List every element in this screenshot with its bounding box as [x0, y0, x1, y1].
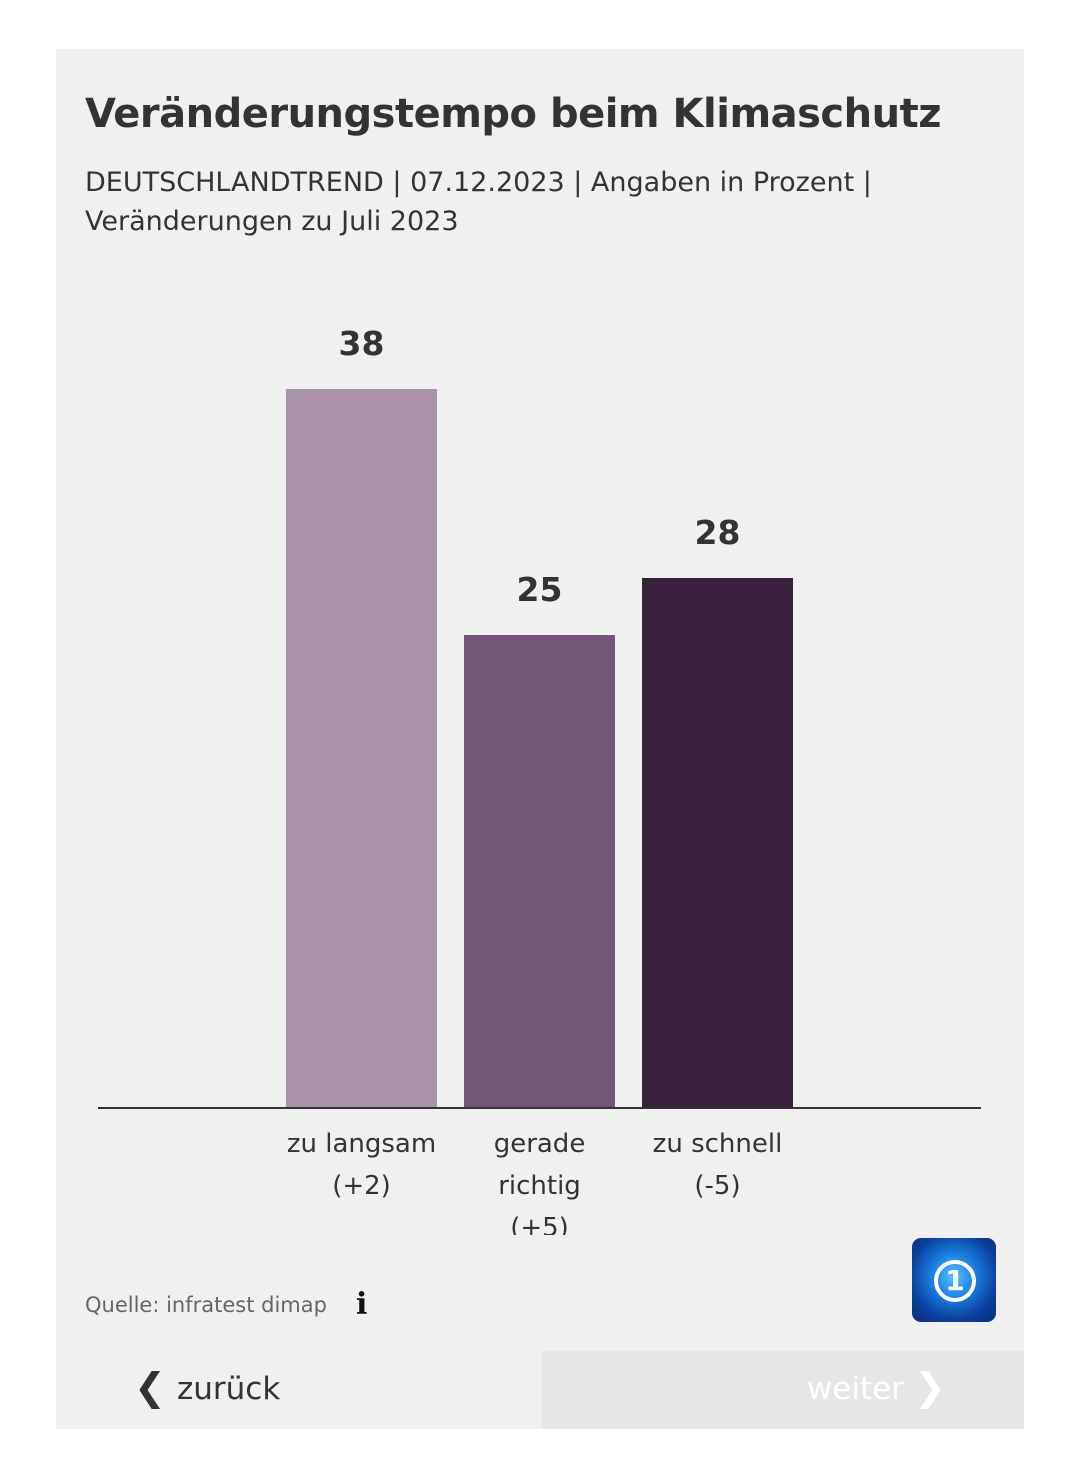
x-axis-line	[98, 1107, 981, 1109]
chart-subtitle: DEUTSCHLANDTREND | 07.12.2023 | Angaben …	[85, 167, 872, 237]
bar-chart: Veränderungstempo beim Klimaschutz DEUTS…	[56, 49, 1024, 1235]
chart-card: Veränderungstempo beim Klimaschutz DEUTS…	[56, 49, 1024, 1429]
category-label: zu langsam (+2)	[262, 1123, 462, 1207]
info-icon[interactable]: i	[356, 1287, 368, 1322]
bar-2	[642, 578, 793, 1108]
category-label: gerade richtig (+5)	[440, 1123, 640, 1235]
category-label: zu schnell (-5)	[618, 1123, 818, 1207]
bar-1	[464, 635, 615, 1108]
category-label-line: zu langsam	[286, 1129, 437, 1159]
chevron-left-icon: ❮	[134, 1365, 166, 1409]
category-label-line: richtig	[498, 1171, 581, 1201]
data-label: 25	[516, 570, 563, 609]
next-label: weiter	[806, 1371, 904, 1407]
category-label-line: (-5)	[694, 1171, 741, 1201]
category-label-line: zu schnell	[652, 1129, 783, 1159]
back-label: zurück	[177, 1371, 281, 1407]
back-button[interactable]: ❮ zurück	[56, 1351, 542, 1429]
source-label: Quelle: infratest dimap	[85, 1293, 327, 1317]
tagesschau-logo: 1	[912, 1238, 996, 1322]
category-label-line: gerade	[493, 1129, 586, 1159]
category-label-line: (+5)	[510, 1213, 569, 1235]
chart-title: Veränderungstempo beim Klimaschutz	[85, 91, 942, 137]
data-label: 38	[338, 324, 385, 364]
data-label: 28	[694, 513, 741, 553]
next-button[interactable]: weiter ❯	[542, 1351, 1024, 1429]
category-label-line: (+2)	[332, 1171, 391, 1201]
bar-0	[286, 389, 437, 1108]
chevron-right-icon: ❯	[914, 1365, 946, 1409]
logo-one-icon: 1	[934, 1260, 976, 1302]
